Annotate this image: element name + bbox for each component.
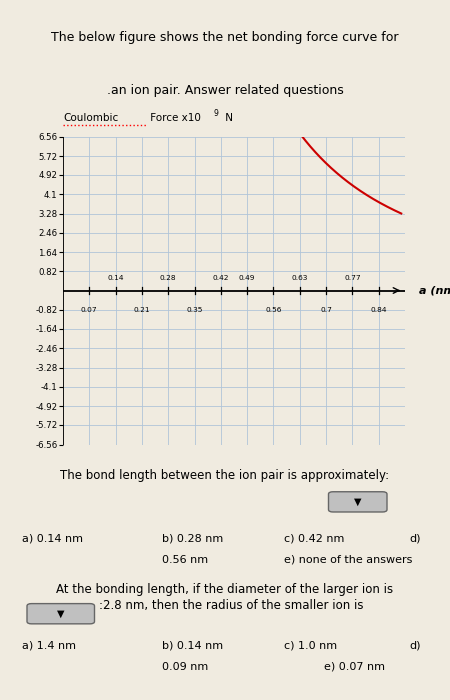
Text: ▼: ▼ (354, 497, 361, 507)
Text: Coulombic: Coulombic (63, 113, 118, 122)
Text: 0.49: 0.49 (239, 275, 256, 281)
Text: 0.14: 0.14 (108, 275, 124, 281)
Text: 0.21: 0.21 (134, 307, 150, 313)
Text: 0.28: 0.28 (160, 275, 176, 281)
Text: a) 1.4 nm: a) 1.4 nm (22, 640, 76, 650)
Text: 0.42: 0.42 (212, 275, 229, 281)
Text: 9: 9 (213, 109, 218, 118)
Text: e) 0.07 nm: e) 0.07 nm (324, 662, 385, 672)
Text: 0.07: 0.07 (81, 307, 98, 313)
Text: :2.8 nm, then the radius of the smaller ion is: :2.8 nm, then the radius of the smaller … (99, 599, 364, 612)
Text: 0.56 nm: 0.56 nm (162, 555, 208, 565)
Text: b) 0.14 nm: b) 0.14 nm (162, 640, 223, 650)
Text: At the bonding length, if the diameter of the larger ion is: At the bonding length, if the diameter o… (56, 583, 394, 596)
FancyBboxPatch shape (328, 491, 387, 512)
Text: e) none of the answers: e) none of the answers (284, 555, 412, 565)
Text: N: N (222, 113, 233, 122)
Text: 0.56: 0.56 (265, 307, 282, 313)
Text: .an ion pair. Answer related questions: .an ion pair. Answer related questions (107, 84, 343, 97)
Text: 0.77: 0.77 (344, 275, 361, 281)
Text: The bond length between the ion pair is approximately:: The bond length between the ion pair is … (60, 469, 390, 482)
FancyBboxPatch shape (27, 603, 94, 624)
Text: a) 0.14 nm: a) 0.14 nm (22, 533, 84, 543)
Text: ▼: ▼ (57, 608, 64, 619)
Text: Force x10: Force x10 (147, 113, 201, 122)
Text: b) 0.28 nm: b) 0.28 nm (162, 533, 223, 543)
Text: 0.09 nm: 0.09 nm (162, 662, 208, 672)
Text: d): d) (410, 533, 421, 543)
Text: 0.84: 0.84 (370, 307, 387, 313)
Text: a (nm): a (nm) (418, 286, 450, 295)
Text: The below figure shows the net bonding force curve for: The below figure shows the net bonding f… (51, 32, 399, 44)
Text: c) 1.0 nm: c) 1.0 nm (284, 640, 337, 650)
Text: c) 0.42 nm: c) 0.42 nm (284, 533, 344, 543)
Text: d): d) (410, 640, 421, 650)
Text: 0.63: 0.63 (292, 275, 308, 281)
Text: 0.7: 0.7 (320, 307, 332, 313)
Text: 0.35: 0.35 (186, 307, 203, 313)
